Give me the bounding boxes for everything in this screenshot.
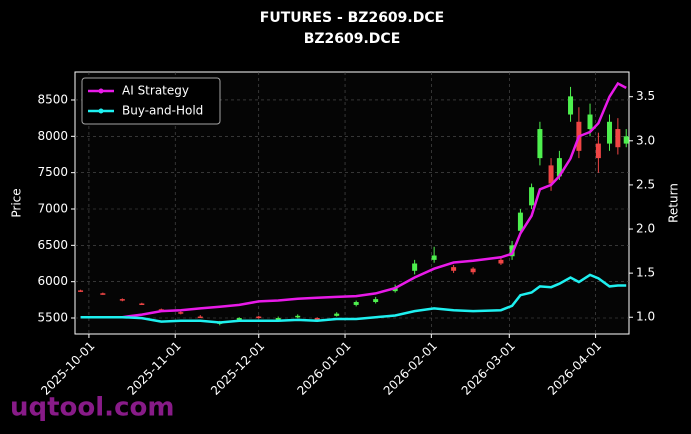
candle-body <box>517 212 523 231</box>
y-tick-label: 5500 <box>37 311 68 325</box>
candle-body <box>623 136 629 144</box>
y-tick-label: 7500 <box>37 165 68 179</box>
candle-body <box>119 299 125 301</box>
candle-body <box>607 121 613 144</box>
x-tick-label: 2025-10-01 <box>38 339 97 398</box>
y2-tick-label: 3.0 <box>636 133 655 147</box>
return-line <box>80 81 627 319</box>
candle-body <box>334 313 340 316</box>
watermark: uqtool.com <box>10 393 174 423</box>
y2-axis-label: Return <box>667 183 681 223</box>
candle-body <box>595 143 601 159</box>
x-tick-label: 2026-04-01 <box>545 339 604 398</box>
candle-body <box>295 315 301 318</box>
candle-body <box>373 299 379 303</box>
y-axis-label: Price <box>10 188 24 217</box>
x-tick-label: 2026-01-01 <box>294 339 353 398</box>
candle-body <box>197 316 203 319</box>
y-tick-label: 8500 <box>37 92 68 106</box>
legend-marker <box>98 108 104 114</box>
candle-body <box>548 165 554 184</box>
candle-body <box>78 290 84 292</box>
candle-body <box>529 187 535 206</box>
chart-title: FUTURES - BZ2609.DCE <box>260 10 444 26</box>
y2-tick-label: 1.0 <box>636 310 655 324</box>
candle-body <box>314 318 320 320</box>
x-tick-label: 2025-12-01 <box>208 339 267 398</box>
candle-body <box>451 267 457 271</box>
y-tick-label: 6500 <box>37 238 68 252</box>
candle-body <box>236 318 242 321</box>
candle-body <box>412 263 418 271</box>
x-tick-label: 2025-11-01 <box>125 339 184 398</box>
legend-label: AI Strategy <box>122 84 189 98</box>
y-tick-label: 8000 <box>37 129 68 143</box>
x-tick-label: 2026-03-01 <box>459 339 518 398</box>
y2-tick-label: 2.5 <box>636 177 655 191</box>
candle-body <box>256 316 262 319</box>
candle-body <box>470 268 476 273</box>
candle-body <box>431 255 437 260</box>
candle-body <box>353 302 359 305</box>
candle-body <box>615 129 621 148</box>
return-line <box>80 273 627 324</box>
x-tick-label: 2026-02-01 <box>381 339 440 398</box>
y2-tick-label: 1.5 <box>636 266 655 280</box>
legend-box <box>81 77 221 125</box>
y-tick-label: 7000 <box>37 201 68 215</box>
chart-subtitle: BZ2609.DCE <box>304 31 401 47</box>
candle-body <box>498 259 504 264</box>
candle-body <box>100 293 106 295</box>
y2-tick-label: 2.0 <box>636 222 655 236</box>
y-tick-label: 6000 <box>37 274 68 288</box>
candle-body <box>178 312 184 314</box>
legend-label: Buy-and-Hold <box>122 104 203 118</box>
candle-body <box>587 114 593 130</box>
candle-body <box>275 318 281 320</box>
candle-body <box>537 129 543 159</box>
candle-body <box>568 96 574 115</box>
y2-tick-label: 3.5 <box>636 89 655 103</box>
candle-body <box>556 158 562 177</box>
candle-body <box>139 303 145 305</box>
legend-marker <box>98 88 104 94</box>
